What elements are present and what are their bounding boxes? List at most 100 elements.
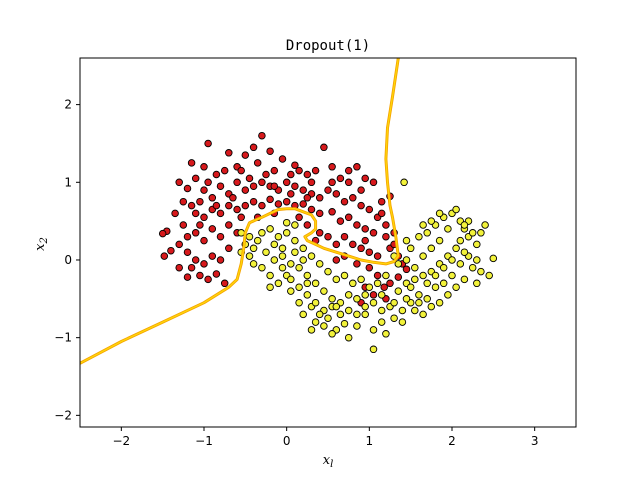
class-1-point: [361, 291, 369, 299]
class-1-point: [311, 298, 320, 307]
class-0-point: [160, 252, 169, 260]
class-0-point: [208, 225, 217, 233]
class-1-point: [415, 298, 423, 307]
class-0-point: [216, 232, 225, 241]
class-1-point: [287, 260, 295, 268]
class-0-point: [216, 182, 225, 190]
class-0-point: [266, 195, 274, 204]
class-0-point: [258, 131, 266, 140]
class-1-point: [402, 256, 411, 264]
class-1-point: [377, 318, 386, 326]
class-1-point: [415, 232, 423, 241]
class-1-point: [249, 244, 258, 253]
class-1-point: [423, 229, 431, 237]
class-1-point: [456, 260, 465, 268]
class-0-point: [332, 190, 341, 198]
class-0-point: [382, 221, 390, 229]
class-1-point: [344, 291, 353, 299]
class-0-point: [361, 174, 369, 183]
class-1-point: [295, 283, 303, 291]
class-0-point: [249, 197, 258, 206]
class-1-point: [402, 236, 411, 245]
class-0-point: [357, 201, 365, 210]
class-1-point: [452, 283, 460, 291]
class-1-point: [324, 314, 332, 322]
class-0-point: [274, 200, 283, 208]
x-tick-label: 3: [531, 434, 539, 448]
class-1-point: [353, 322, 361, 330]
class-0-point: [208, 194, 217, 202]
x-axis-label-main: x: [323, 453, 331, 468]
class-1-point: [311, 279, 320, 288]
class-1-point: [427, 217, 436, 225]
class-0-point: [282, 197, 291, 206]
class-1-point: [357, 275, 365, 284]
y-tick-label: −1: [54, 331, 72, 345]
class-0-point: [216, 256, 225, 264]
class-0-point: [332, 240, 341, 249]
class-0-point: [287, 170, 295, 179]
class-0-point: [191, 209, 200, 218]
class-0-point: [196, 197, 204, 206]
class-1-point: [353, 295, 361, 303]
class-1-point: [324, 267, 332, 276]
class-0-point: [229, 194, 237, 202]
class-1-point: [400, 178, 408, 187]
class-0-point: [212, 170, 221, 179]
class-0-point: [183, 232, 192, 241]
class-1-point: [315, 260, 324, 268]
class-0-point: [204, 139, 212, 148]
class-1-point: [291, 248, 299, 256]
class-0-point: [208, 252, 217, 260]
class-1-point: [295, 263, 303, 272]
class-0-point: [262, 170, 270, 179]
class-1-point: [477, 267, 485, 276]
class-1-point: [278, 252, 287, 260]
class-1-point: [390, 314, 398, 322]
class-1-point: [278, 244, 287, 253]
class-0-point: [225, 201, 233, 210]
class-1-point: [344, 333, 353, 342]
class-1-point: [406, 244, 415, 253]
y-axis-label-main: x: [33, 243, 48, 251]
class-1-point: [249, 260, 258, 268]
class-0-point: [204, 178, 212, 187]
class-0-point: [299, 200, 307, 208]
class-0-point: [307, 205, 316, 214]
class-0-point: [179, 197, 188, 206]
class-1-point: [266, 271, 274, 280]
class-0-point: [191, 256, 200, 264]
class-1-point: [369, 345, 378, 354]
decision-boundary: [80, 58, 400, 365]
class-0-point: [253, 159, 262, 167]
y-tick-label: 2: [64, 98, 72, 112]
class-1-point: [307, 326, 316, 334]
class-0-point: [258, 201, 266, 210]
class-1-point: [415, 291, 423, 299]
x-axis-ticks: −2 −1 0 1 2 3: [112, 427, 538, 448]
class-0-point: [344, 178, 353, 187]
class-1-point: [303, 271, 312, 280]
class-1-point: [431, 283, 440, 291]
class-1-point: [460, 248, 469, 256]
class-0-point: [353, 221, 361, 229]
class-0-point: [357, 186, 365, 194]
class-0-point: [187, 159, 196, 167]
class-1-point: [460, 221, 469, 229]
class-1-point: [266, 225, 274, 233]
y-tick-label: 0: [64, 253, 72, 267]
class-1-point: [423, 279, 431, 288]
class-1-point: [435, 236, 444, 245]
class-1-point: [402, 295, 411, 303]
class-0-point: [340, 197, 349, 206]
class-0-point: [394, 273, 403, 281]
class-1-point: [332, 275, 341, 284]
class-1-point: [245, 232, 254, 241]
class-1-point: [427, 244, 436, 253]
class-0-point: [299, 186, 307, 194]
class-1-point: [419, 310, 427, 319]
x-tick-label: −1: [195, 434, 213, 448]
class-0-point: [324, 186, 332, 194]
x-tick-label: 2: [448, 434, 456, 448]
class-0-point: [212, 201, 221, 210]
